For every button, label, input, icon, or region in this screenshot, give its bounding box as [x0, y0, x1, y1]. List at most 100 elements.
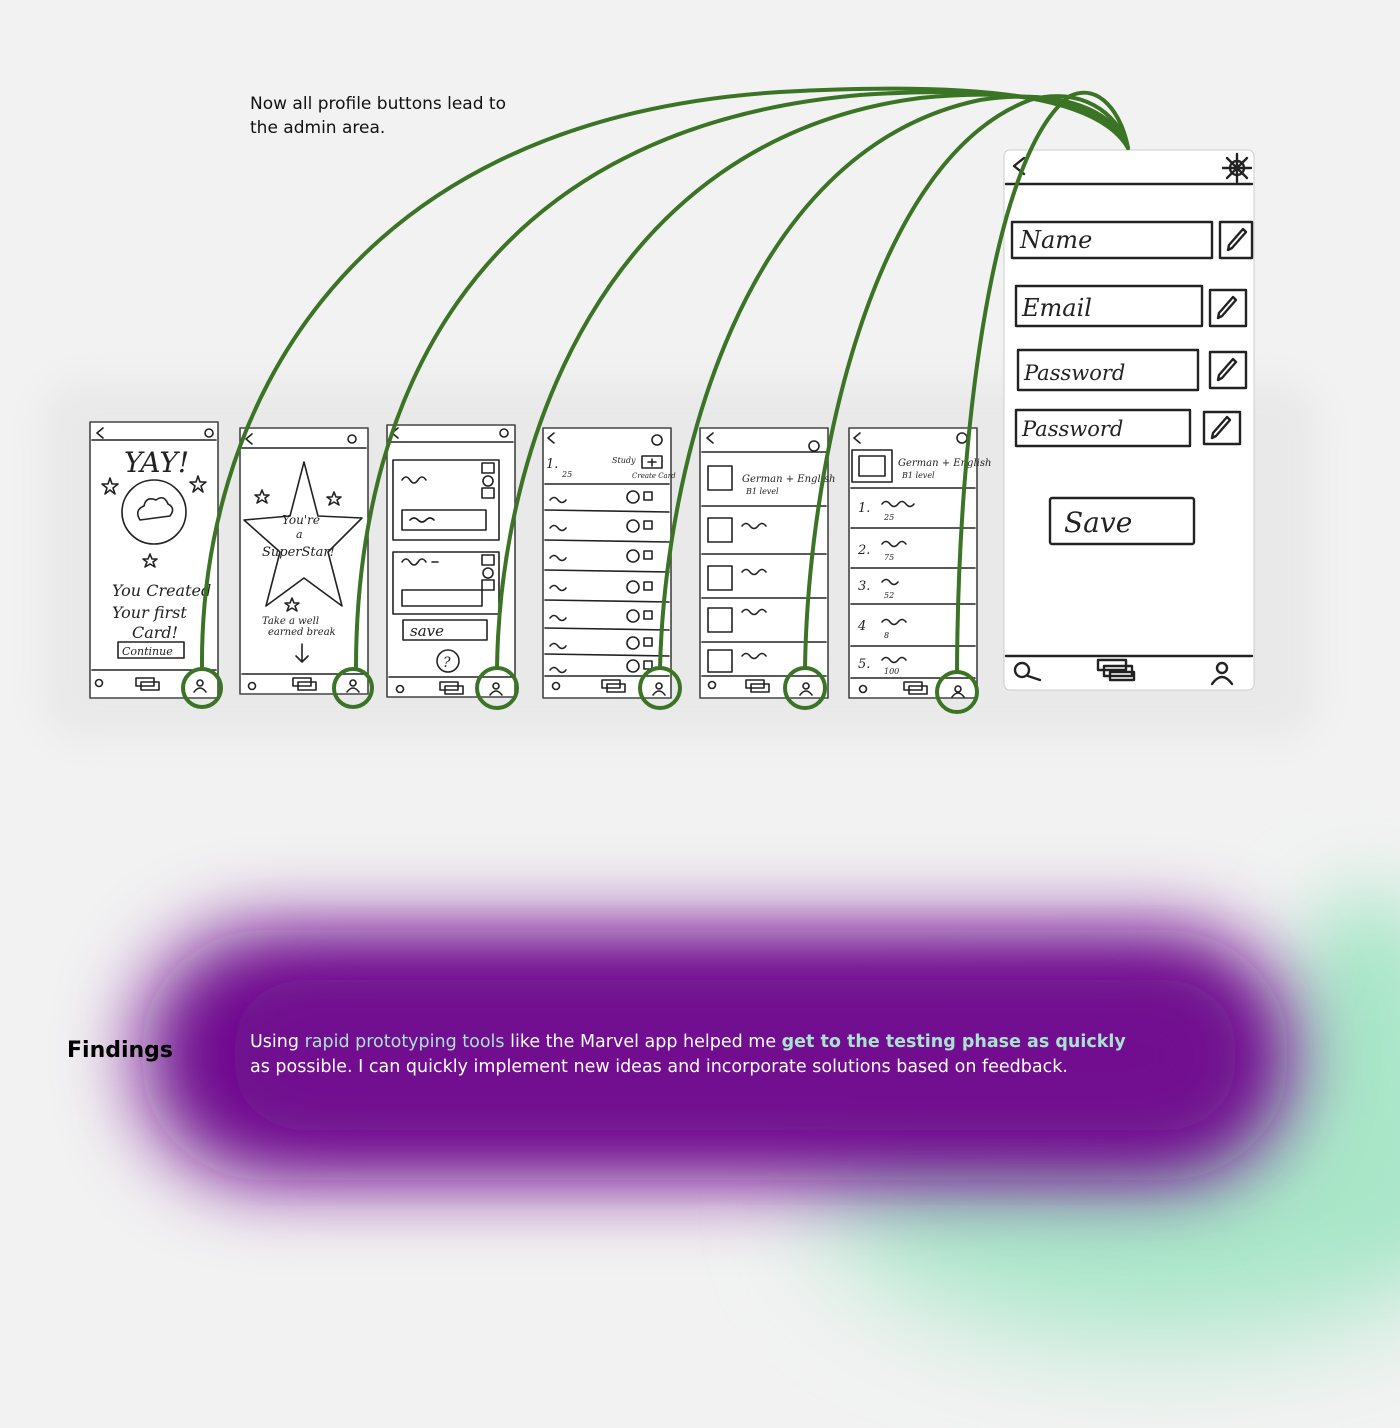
gear-icon: [347, 434, 357, 444]
purple-blob-core: [230, 980, 1240, 1130]
email-label: Email: [1021, 294, 1092, 322]
name-field: [1010, 220, 1214, 260]
deck-level: B1 level: [745, 487, 779, 496]
deck-row-number: 5.: [858, 657, 870, 672]
save-button: [402, 619, 488, 641]
list-count: 25: [561, 470, 572, 479]
back-arrow-icon: [706, 432, 714, 444]
yay-title: YAY!: [124, 446, 189, 479]
add-icon: [481, 462, 495, 474]
superstar-text-1: Take a well: [262, 616, 319, 627]
search-icon: [247, 681, 257, 691]
star-icon: [101, 477, 119, 495]
superstar-line-1: You're: [282, 513, 320, 527]
deck-row-number: 3.: [858, 579, 870, 594]
deck-row-count: 52: [884, 591, 894, 600]
superstar-text-2: earned break: [268, 627, 336, 638]
card-back-box: [392, 551, 500, 615]
back-arrow-icon: [853, 432, 861, 444]
connector-line: [658, 94, 1130, 670]
yay-text-3: Card!: [132, 623, 178, 642]
mint-blob-right: [1280, 890, 1400, 1230]
deck-row-count: 75: [884, 553, 894, 562]
image-icon: [707, 565, 733, 591]
profile-icon: [954, 685, 962, 693]
help-label: ?: [443, 655, 451, 671]
deck-detail-level: B1 level: [901, 471, 935, 480]
superstar-line-2: a: [296, 528, 303, 541]
continue-label: Continue: [122, 645, 173, 658]
password-confirm-field: [1014, 408, 1192, 448]
profile-icon: [349, 679, 357, 687]
password-confirm-label: Password: [1021, 417, 1123, 441]
gear-icon: [204, 428, 214, 438]
deck-row-count: 100: [884, 667, 899, 676]
screen-deck-list: [699, 427, 829, 699]
create-save-label: save: [410, 622, 444, 640]
star-icon: [284, 597, 300, 612]
back-arrow-icon: [245, 433, 253, 445]
gear-icon: [1221, 152, 1253, 184]
deck-row-number: 2.: [857, 543, 870, 558]
play-icon: [482, 475, 494, 487]
deck-title: German + English: [742, 474, 835, 485]
profile-icon: [1210, 661, 1234, 686]
image-icon: [858, 455, 886, 477]
caption-line-2: the admin area.: [250, 118, 386, 138]
profile-icon: [492, 682, 500, 690]
screen-admin: [1003, 149, 1255, 691]
image-icon: [707, 517, 733, 543]
create-card-button: [641, 455, 663, 469]
deck-image-box: [851, 449, 893, 483]
pencil-icon: [1208, 350, 1248, 390]
create-card-label: Create Card: [632, 472, 676, 480]
yay-text-1: You Created: [112, 581, 211, 600]
search-icon: [395, 684, 405, 694]
star-icon: [326, 491, 342, 506]
superstar-line-3: SuperStar!: [262, 545, 335, 560]
badge-circle: [121, 479, 187, 545]
deck-detail-title: German + English: [898, 458, 991, 469]
connector-line: [955, 90, 1130, 674]
name-label: Name: [1019, 226, 1092, 254]
profile-icon: [802, 682, 810, 690]
gear-icon: [808, 440, 820, 452]
profile-icon: [655, 682, 663, 690]
pencil-icon: [1218, 220, 1254, 260]
findings-text: as possible. I can quickly implement new…: [250, 1057, 1068, 1077]
sketch-labels: YAY! You Created Your first Card! Contin…: [112, 226, 1132, 676]
list-number: 1.: [546, 457, 558, 472]
continue-button: [117, 641, 185, 659]
gear-icon: [651, 434, 663, 446]
back-arrow-icon: [547, 432, 555, 444]
profile-highlight-circle: [332, 667, 374, 709]
help-icon: [436, 649, 460, 673]
star-icon: [254, 489, 270, 504]
connector-line: [803, 94, 1130, 670]
connector-line: [495, 92, 1130, 670]
search-icon: [707, 680, 717, 690]
screen-card-list: [542, 427, 672, 699]
star-icon: [142, 553, 158, 568]
card-front-box: [392, 459, 500, 541]
password-label: Password: [1023, 361, 1125, 385]
profile-icon: [196, 679, 204, 687]
image-icon: [707, 649, 733, 673]
gear-icon: [499, 428, 509, 438]
image-icon: [707, 607, 733, 633]
findings-title: Findings: [67, 1038, 174, 1063]
search-icon: [858, 684, 868, 694]
search-icon: [1013, 661, 1042, 682]
profile-connectors: [181, 86, 1130, 714]
admin-save-button: [1048, 496, 1196, 546]
flow-caption: Now all profile buttons lead to the admi…: [250, 92, 570, 140]
cloud-icon: [136, 496, 174, 521]
image-icon: [707, 465, 733, 491]
screen-yay: [89, 421, 219, 699]
superstar-star: [243, 461, 363, 607]
findings-text: like the Marvel app helped me: [504, 1032, 782, 1052]
password-field: [1016, 348, 1200, 392]
star-icon: [189, 475, 207, 493]
findings-highlight: rapid prototyping tools: [304, 1032, 505, 1052]
